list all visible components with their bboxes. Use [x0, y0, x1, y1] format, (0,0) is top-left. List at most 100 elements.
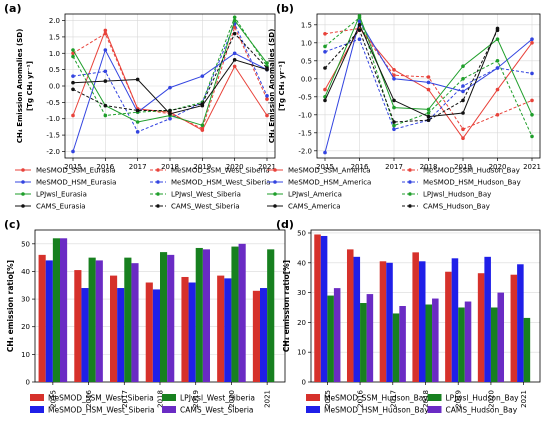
series-CAMS_West_Siberia [71, 31, 269, 113]
data-point [265, 66, 269, 70]
bar-LPJwsl_Hudson_Bay [458, 307, 465, 382]
y-tick-label: -1.0 [46, 115, 60, 123]
bar-MeSMOD_HSM_West_Siberia [117, 288, 125, 382]
bar-LPJwsl_Hudson_Bay [425, 304, 433, 382]
data-point [232, 25, 237, 29]
legend-item: CAMS_Eurasia [15, 203, 86, 211]
data-point [323, 66, 327, 70]
data-point [103, 103, 108, 108]
data-point [71, 48, 75, 52]
data-point [461, 136, 465, 140]
data-point [232, 51, 237, 56]
legend-item: MeSMOD_HSM_West_Siberia [150, 179, 270, 187]
legend-marker [408, 204, 412, 208]
legend-marker [273, 180, 277, 184]
y-tick-label: 10 [21, 351, 30, 359]
legend-label: MeSMOD_HSM_West_Siberia [171, 179, 270, 187]
bar-CAMS_West_Siberia [238, 243, 246, 382]
data-point [71, 149, 75, 154]
legend-label: MeSMOD_HSM_Hudson_Bay [423, 179, 521, 187]
legend-item: MeSMOD_SSM_Eurasia [15, 167, 116, 175]
y-tick-label: -1.0 [298, 111, 312, 119]
data-point [323, 50, 327, 54]
data-point [71, 54, 75, 59]
data-point [426, 114, 431, 119]
y-tick-label: 0 [26, 379, 30, 387]
data-point [200, 126, 205, 131]
y-tick-label: 1.0 [49, 50, 60, 58]
panel-label: (d) [276, 218, 294, 231]
data-point [461, 111, 465, 115]
y-tick-label: 20 [21, 323, 30, 331]
legend-item: MeSMOD_SSM_West_Siberia [30, 394, 154, 403]
legend-marker [21, 168, 25, 172]
bar-MeSMOD_SSM_West_Siberia [145, 282, 153, 382]
data-point [495, 66, 500, 70]
x-tick-label: 2019 [192, 390, 200, 408]
data-point [168, 116, 172, 121]
legend-swatch [306, 406, 320, 413]
y-tick-label: 10 [297, 349, 306, 357]
bar-MeSMOD_HSM_Hudson_Bay [484, 256, 491, 382]
y-axis-label: CH₄ emission ratio[%] [282, 260, 291, 352]
x-tick-label: 2018 [422, 390, 430, 408]
bar-CAMS_Hudson_Bay [497, 292, 505, 382]
legend-label: LPJwsl_Hudson_Bay [423, 191, 491, 199]
x-tick-label: 2017 [129, 163, 147, 171]
legend-marker [156, 204, 160, 208]
y-tick-label: 30 [21, 296, 30, 304]
legend-label: MeSMOD_SSM_West_Siberia [48, 394, 154, 403]
series-LPJwsl_Hudson_Bay [323, 15, 534, 139]
y-tick-label: 40 [21, 268, 30, 276]
legend-swatch [162, 406, 176, 413]
data-point [71, 80, 75, 85]
data-point [530, 41, 534, 45]
data-point [135, 120, 140, 124]
data-point [530, 37, 534, 41]
data-point [135, 130, 140, 134]
x-tick-label: 2016 [357, 389, 365, 407]
bar-MeSMOD_SSM_West_Siberia [74, 270, 82, 382]
legend-swatch [427, 394, 442, 401]
legend-label: MeSMOD_SSM_West_Siberia [171, 167, 270, 175]
legend-item: CAMS_Hudson_Bay [402, 203, 490, 211]
bar-CAMS_Hudson_Bay [366, 294, 374, 382]
data-point [71, 87, 75, 92]
x-tick-label: 2021 [258, 163, 276, 171]
legend-item: MeSMOD_HSM_Hudson_Bay [306, 406, 429, 415]
bar-MeSMOD_SSM_Hudson_Bay [346, 249, 354, 382]
y-tick-label: 0 [302, 379, 306, 387]
x-tick-label: 2019 [193, 163, 211, 171]
bar-LPJwsl_West_Siberia [267, 249, 275, 382]
legend-swatch [427, 406, 442, 413]
legend-marker [408, 168, 412, 172]
bar-CAMS_Hudson_Bay [333, 288, 341, 382]
legend-item: MeSMOD_HSM_West_Siberia [30, 406, 155, 415]
bar-MeSMOD_SSM_West_Siberia [252, 290, 260, 382]
legend-label: CAMS_Eurasia [36, 203, 86, 211]
data-point [392, 68, 396, 72]
bar-CAMS_Hudson_Bay [399, 306, 406, 382]
panel-label: (b) [276, 2, 294, 15]
data-point [426, 111, 431, 115]
y-tick-label: -0.5 [46, 99, 60, 107]
data-point [392, 77, 396, 81]
y-axis-unit: [Tg CH₄ yr⁻¹] [278, 61, 286, 111]
x-tick-label: 2016 [351, 163, 369, 171]
legend-label: LPJwsl_Hudson_Bay [446, 394, 520, 403]
x-tick-label: 2018 [161, 163, 179, 171]
series-LPJwsl_America [323, 14, 534, 117]
x-tick-label: 2015 [49, 390, 57, 408]
data-point [426, 87, 431, 92]
data-point [461, 89, 465, 94]
series-line [324, 29, 498, 123]
data-point [103, 113, 108, 118]
legend-label: CAMS_Hudson_Bay [446, 406, 518, 415]
bar-MeSMOD_HSM_West_Siberia [188, 282, 196, 382]
bar-LPJwsl_West_Siberia [52, 238, 60, 382]
data-point [135, 77, 140, 82]
legend-label: MeSMOD_HSM_Hudson_Bay [324, 406, 429, 415]
data-point [461, 127, 465, 131]
legend-marker [273, 192, 277, 196]
